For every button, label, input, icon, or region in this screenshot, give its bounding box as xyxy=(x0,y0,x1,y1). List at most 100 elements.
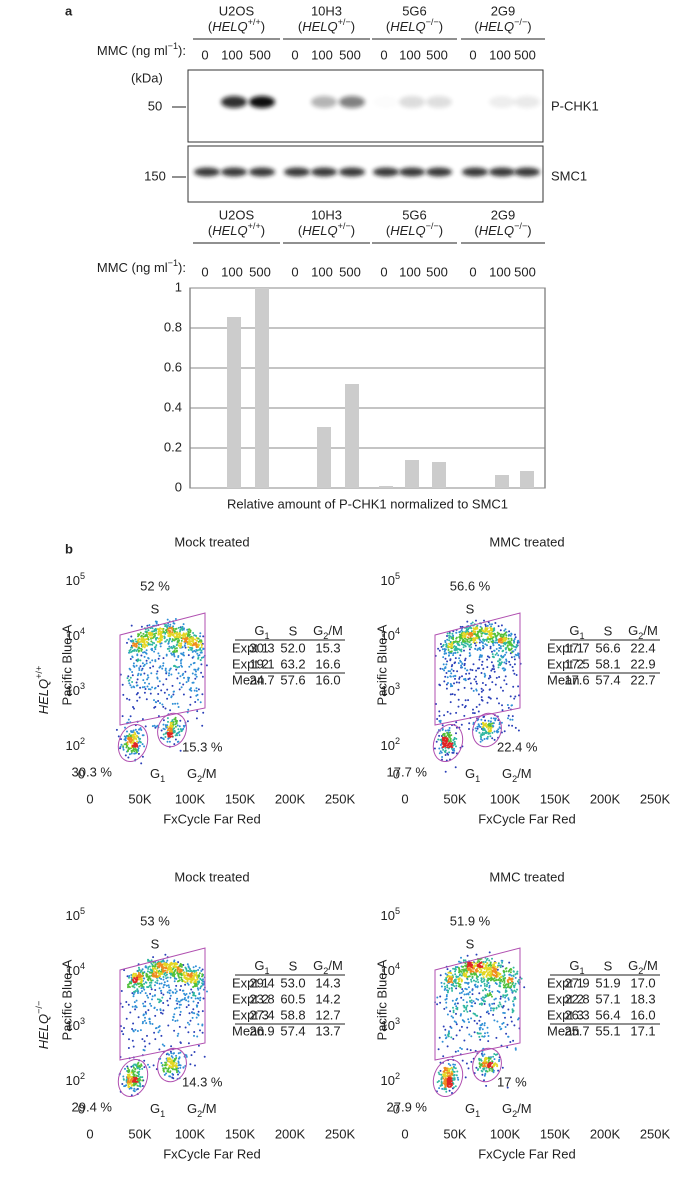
text-run: ): xyxy=(178,43,186,58)
x-tick-label: 150K xyxy=(540,791,571,806)
text-run: HELQ xyxy=(36,679,51,714)
text-run: 10 xyxy=(65,963,79,978)
text-run: HELQ xyxy=(479,223,514,238)
text-run: 10 xyxy=(65,1018,79,1033)
x-tick-label: 200K xyxy=(590,791,621,806)
dose-label: 0 xyxy=(201,264,208,279)
y-axis-label: Pacific Blue-A xyxy=(374,959,389,1040)
text-run: G xyxy=(569,958,579,973)
table-header: S xyxy=(604,958,613,973)
x-tick-label: 150K xyxy=(540,1126,571,1141)
table-cell: 16.6 xyxy=(315,656,340,671)
gate-percent: 51.9 % xyxy=(450,913,491,928)
text-run: −1 xyxy=(168,258,178,268)
table-cell: 56.6 xyxy=(595,640,620,655)
table-cell: 63.2 xyxy=(280,656,305,671)
y-tick-label: 105 xyxy=(380,571,400,588)
genotype: (HELQ−/−) xyxy=(386,221,443,238)
event-dots xyxy=(131,976,139,1083)
table-cell: 14.2 xyxy=(315,991,340,1006)
text-run: 3 xyxy=(80,1016,85,1026)
text-run: G xyxy=(628,958,638,973)
table-cell: 17.1 xyxy=(630,1023,655,1038)
table-row-label: Mean xyxy=(547,672,580,687)
mmc-label: MMC (ng ml−1): xyxy=(97,41,186,58)
blot-label: P-CHK1 xyxy=(551,98,599,113)
y-tick-label: 102 xyxy=(65,736,85,753)
text-run: +/+ xyxy=(248,221,261,231)
text-run: G xyxy=(187,766,197,781)
genotype: (HELQ−/−) xyxy=(474,221,531,238)
y-tick-label: 0.6 xyxy=(164,359,182,374)
bar xyxy=(495,475,509,488)
event-dots xyxy=(441,736,454,749)
table-cell: 17.0 xyxy=(630,975,655,990)
bar xyxy=(255,288,269,488)
table-row-label: Expt 2 xyxy=(232,656,269,671)
dose-label: 0 xyxy=(201,47,208,62)
text-run: G xyxy=(569,623,579,638)
text-run: 10 xyxy=(380,1073,394,1088)
text-run: /M xyxy=(643,623,657,638)
y-tick-label: 0 xyxy=(78,766,85,781)
table-header: G2/M xyxy=(628,623,658,641)
dose-label: 100 xyxy=(311,47,333,62)
table-header: G2/M xyxy=(313,958,343,976)
y-tick-label: 102 xyxy=(380,736,400,753)
table-row-label: Expt 2 xyxy=(232,991,269,1006)
text-run: 1 xyxy=(580,631,585,641)
text-run: 4 xyxy=(80,626,85,636)
event-dots xyxy=(433,619,522,773)
text-run: G xyxy=(313,623,323,638)
bar xyxy=(317,427,331,488)
table-cell: 30.3 xyxy=(249,640,274,655)
blot-band xyxy=(373,96,399,108)
table-header: S xyxy=(289,623,298,638)
x-tick-label: 250K xyxy=(640,791,671,806)
y-tick-label: 105 xyxy=(65,906,85,923)
kda-label: (kDa) xyxy=(131,70,163,85)
text-run: /M xyxy=(202,766,216,781)
text-run: 10 xyxy=(65,628,79,643)
gate-g2m xyxy=(472,712,502,748)
table-cell: 22.7 xyxy=(630,672,655,687)
y-axis-label: Pacific Blue-A xyxy=(59,624,74,705)
text-run: 3 xyxy=(80,681,85,691)
dose-label: 100 xyxy=(221,47,243,62)
dose-label: 100 xyxy=(489,47,511,62)
y-tick-label: 0 xyxy=(393,766,400,781)
gate-g1 xyxy=(432,724,464,762)
x-tick-label: 50K xyxy=(128,1126,151,1141)
text-run: 1 xyxy=(160,774,165,784)
text-run: ) xyxy=(439,19,443,34)
x-tick-label: 250K xyxy=(640,1126,671,1141)
text-run: 2 xyxy=(197,774,202,784)
genotype: (HELQ+/−) xyxy=(298,17,355,34)
dose-label: 0 xyxy=(380,264,387,279)
event-dots xyxy=(126,961,204,1087)
text-run: 10 xyxy=(380,628,394,643)
mw-marker: 50 xyxy=(148,98,162,113)
gate-g2m xyxy=(157,1047,187,1083)
y-tick-label: 104 xyxy=(380,961,400,978)
text-run: 1 xyxy=(265,966,270,976)
table-cell: 58.1 xyxy=(595,656,620,671)
event-dots xyxy=(442,966,514,1088)
x-tick-label: 250K xyxy=(325,1126,356,1141)
text-run: G xyxy=(254,623,264,638)
gate-percent: 27.9 % xyxy=(387,1099,428,1114)
gate-label: S xyxy=(151,936,160,951)
y-tick-label: 105 xyxy=(380,906,400,923)
x-axis-label: FxCycle Far Red xyxy=(163,1146,261,1161)
x-tick-label: 50K xyxy=(443,791,466,806)
table-cell: 15.3 xyxy=(315,640,340,655)
text-run: −/− xyxy=(426,17,439,27)
text-run: 2 xyxy=(80,736,85,746)
event-dots xyxy=(467,631,504,644)
text-run: /M xyxy=(328,958,342,973)
table-cell: 53.0 xyxy=(280,975,305,990)
y-tick-label: 0.2 xyxy=(164,439,182,454)
text-run: ( xyxy=(298,223,303,238)
